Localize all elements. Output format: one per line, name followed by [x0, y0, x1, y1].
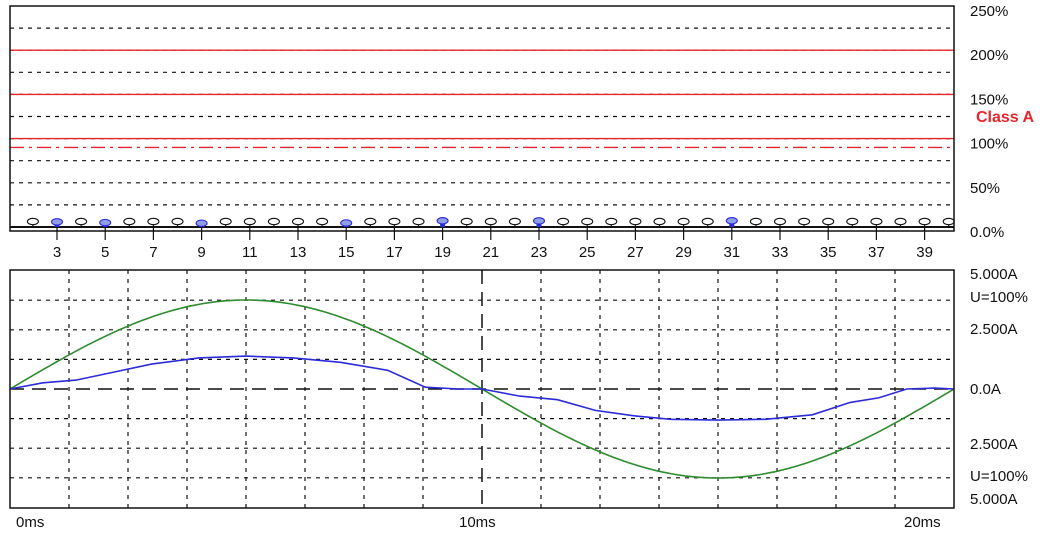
- y-label-top-u: U=100%: [970, 289, 1028, 306]
- harmonic-marker: [50, 218, 64, 226]
- harmonic-marker: [364, 217, 377, 226]
- harmonic-x-tick-label: 39: [916, 244, 933, 261]
- harmonic-marker: [460, 217, 473, 226]
- y-label-zero: 0.0A: [970, 381, 1001, 398]
- harmonic-marker: [508, 217, 521, 226]
- harmonic-x-tick-label: 21: [482, 244, 499, 261]
- harmonic-marker: [99, 218, 112, 227]
- harmonic-x-tick-label: 19: [434, 244, 451, 261]
- harmonic-marker: [267, 217, 280, 226]
- harmonic-bar: [440, 223, 446, 227]
- y-label-bottom-u: U=100%: [970, 468, 1028, 485]
- harmonic-marker: [846, 217, 859, 226]
- harmonic-y-tick-label: 0.0%: [970, 224, 1004, 241]
- harmonic-x-tick-label: 15: [338, 244, 355, 261]
- y-label-top: 5.000A: [970, 266, 1018, 283]
- waveform-plot-frame: [9, 269, 955, 509]
- harmonic-marker: [894, 217, 907, 226]
- harmonic-marker: [219, 217, 232, 226]
- harmonic-marker: [581, 217, 594, 226]
- harmonic-x-tick-label: 33: [772, 244, 789, 261]
- harmonic-bars: [10, 216, 955, 228]
- harmonic-marker: [677, 217, 690, 226]
- harmonic-marker: [918, 217, 931, 226]
- harmonic-x-tick-label: 31: [723, 244, 740, 261]
- harmonic-y-ticks: 250% 200% 150% 100% 50% 0.0%: [970, 3, 1008, 241]
- x-label-mid: 10ms: [459, 514, 496, 531]
- harmonic-marker: [870, 217, 883, 226]
- harmonic-marker: [798, 217, 811, 226]
- harmonic-marker: [557, 217, 570, 226]
- harmonic-marker: [701, 217, 714, 226]
- harmonic-x-tick-label: 13: [290, 244, 307, 261]
- harmonic-x-tick-label: 25: [579, 244, 596, 261]
- waveform-grid: [10, 270, 954, 508]
- harmonic-y-tick-label: 150%: [970, 91, 1008, 108]
- harmonic-marker: [75, 217, 88, 226]
- x-label-start: 0ms: [16, 514, 44, 531]
- harmonic-marker: [243, 217, 256, 226]
- harmonic-marker: [773, 217, 787, 226]
- harmonic-x-tick-label: 35: [820, 244, 837, 261]
- harmonic-x-tick-label: 11: [242, 244, 258, 261]
- harmonic-grid: [10, 27, 954, 206]
- harmonic-y-tick-label: 200%: [970, 47, 1008, 64]
- harmonic-marker: [171, 217, 184, 226]
- harmonic-y-tick-label: 100%: [970, 136, 1008, 153]
- harmonic-bar: [54, 224, 60, 227]
- harmonic-x-tick-label: 7: [149, 244, 157, 261]
- harmonic-bar: [536, 223, 542, 227]
- harmonic-marker: [26, 217, 39, 226]
- harmonic-y-tick-label: 250%: [970, 3, 1008, 20]
- harmonic-x-tick-label: 3: [53, 244, 61, 261]
- class-label: Class A: [976, 109, 1035, 126]
- harmonic-marker: [822, 217, 835, 226]
- harmonic-x-tick-label: 27: [627, 244, 644, 261]
- harmonic-plot-frame: [9, 5, 955, 232]
- harmonic-marker: [484, 217, 497, 226]
- harmonic-x-tick-label: 5: [101, 244, 109, 261]
- harmonic-marker: [436, 216, 449, 225]
- harmonic-marker: [412, 217, 425, 226]
- harmonic-marker: [291, 217, 305, 226]
- y-label-upper: 2.500A: [970, 321, 1018, 338]
- harmonic-x-tick-label: 9: [197, 244, 205, 261]
- harmonic-bar: [729, 223, 735, 227]
- harmonic-y-tick-label: 50%: [970, 180, 1000, 197]
- harmonic-marker: [123, 217, 136, 226]
- harmonic-marker: [725, 216, 738, 225]
- harmonic-marker: [388, 217, 401, 226]
- harmonic-marker: [316, 217, 329, 226]
- harmonic-marker: [653, 217, 666, 226]
- harmonic-marker: [147, 217, 160, 226]
- x-label-end: 20ms: [904, 514, 941, 531]
- harmonic-x-tick-label: 37: [868, 244, 885, 261]
- harmonic-x-tick-label: 29: [675, 244, 692, 261]
- y-label-lower: 2.500A: [970, 436, 1018, 453]
- harmonic-marker: [195, 219, 208, 227]
- harmonic-limit-lines: [10, 49, 954, 149]
- harmonic-x-tick-label: 23: [531, 244, 548, 261]
- harmonic-marker: [340, 219, 353, 227]
- harmonic-marker: [629, 217, 642, 226]
- y-label-bottom: 5.000A: [970, 491, 1018, 508]
- current-waveform: [9, 355, 955, 421]
- harmonic-x-tick-label: 17: [386, 244, 403, 261]
- harmonic-marker: [532, 217, 546, 225]
- harmonic-x-ticks: 3 5 7 9 11 13 15 17 19 21 23 25 27 29 31 33 35 37 39: [53, 227, 933, 261]
- harmonic-marker: [605, 217, 618, 226]
- harmonic-marker: [942, 217, 955, 226]
- harmonic-marker: [749, 217, 762, 226]
- waveform-series: [9, 299, 955, 479]
